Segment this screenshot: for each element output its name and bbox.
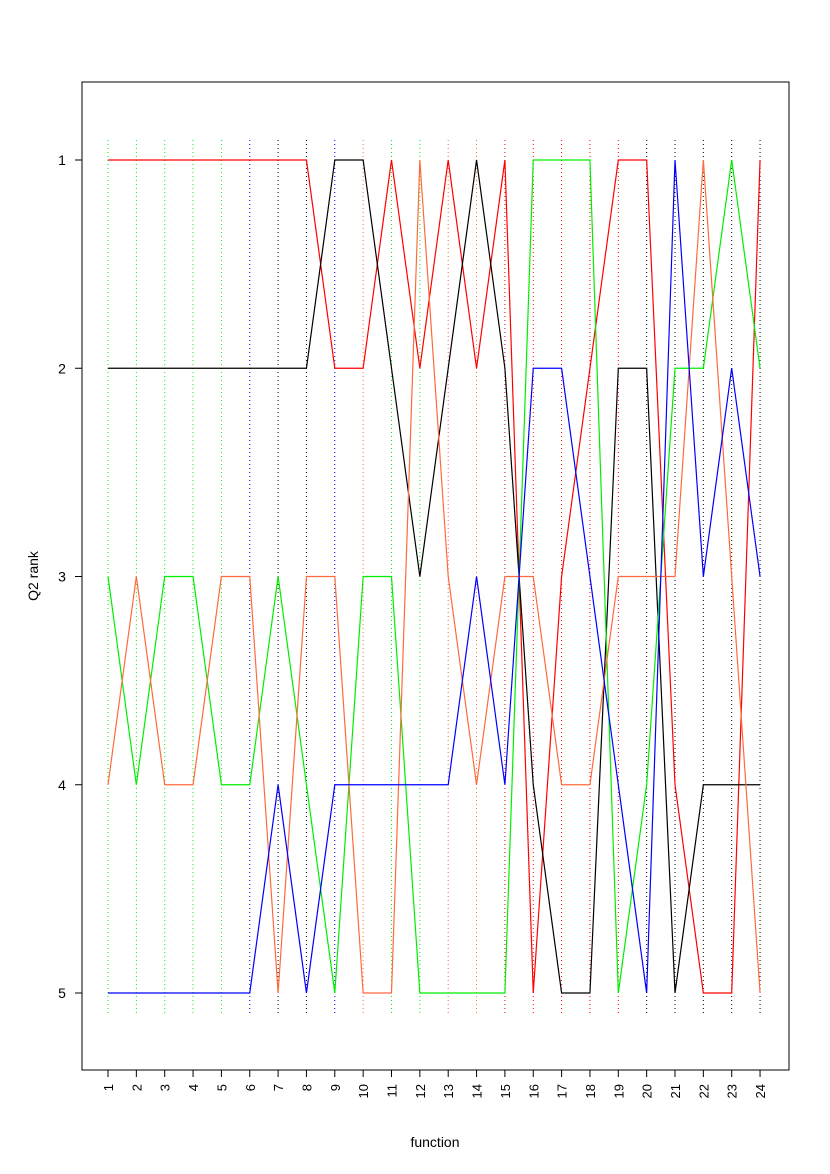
x-tick-label-8: 8	[299, 1084, 314, 1091]
x-tick-label-4: 4	[186, 1084, 201, 1091]
x-tick-label-18: 18	[583, 1084, 598, 1098]
series-line-3	[107, 159, 761, 994]
x-tick-label-22: 22	[696, 1084, 711, 1098]
series-lines	[107, 159, 761, 994]
y-axis: 1 2 3 4 5	[58, 152, 83, 1001]
x-tick-label-14: 14	[470, 1084, 485, 1098]
x-axis-label: function	[410, 1134, 459, 1150]
x-tick-label-10: 10	[356, 1084, 371, 1098]
x-axis: 1 2 3 4 5 6 7 8 9 10 11 12 13 14 15 16 17 18 19 20 21 22 23 24	[101, 1069, 768, 1098]
y-tick-label-5: 5	[58, 985, 66, 1001]
x-tick-label-17: 17	[555, 1084, 570, 1098]
x-tick-label-20: 20	[640, 1084, 655, 1098]
series-line-2	[108, 159, 761, 994]
x-tick-label-3: 3	[158, 1084, 173, 1091]
series-line-4	[107, 159, 761, 994]
y-tick-label-4: 4	[58, 777, 66, 793]
x-tick-label-1: 1	[101, 1084, 116, 1091]
x-tick-label-12: 12	[413, 1084, 428, 1098]
series-line-5	[108, 159, 761, 994]
x-tick-label-6: 6	[243, 1084, 258, 1091]
x-tick-label-23: 23	[725, 1084, 740, 1098]
x-tick-label-5: 5	[214, 1084, 229, 1091]
x-tick-label-13: 13	[441, 1084, 456, 1098]
x-tick-label-24: 24	[753, 1084, 768, 1098]
series-line-1	[108, 159, 761, 994]
y-tick-label-2: 2	[58, 360, 66, 376]
y-tick-label-1: 1	[58, 152, 66, 168]
x-tick-label-15: 15	[498, 1084, 513, 1098]
x-tick-label-2: 2	[129, 1084, 144, 1091]
x-tick-label-9: 9	[328, 1084, 343, 1091]
x-tick-label-19: 19	[611, 1084, 626, 1098]
y-tick-label-3: 3	[58, 569, 66, 585]
y-axis-label: Q2 rank	[25, 550, 41, 601]
vertical-guides	[107, 140, 761, 1015]
x-tick-label-11: 11	[385, 1084, 400, 1098]
x-tick-label-7: 7	[271, 1084, 286, 1091]
x-tick-label-16: 16	[526, 1084, 541, 1098]
x-tick-label-21: 21	[668, 1084, 683, 1098]
